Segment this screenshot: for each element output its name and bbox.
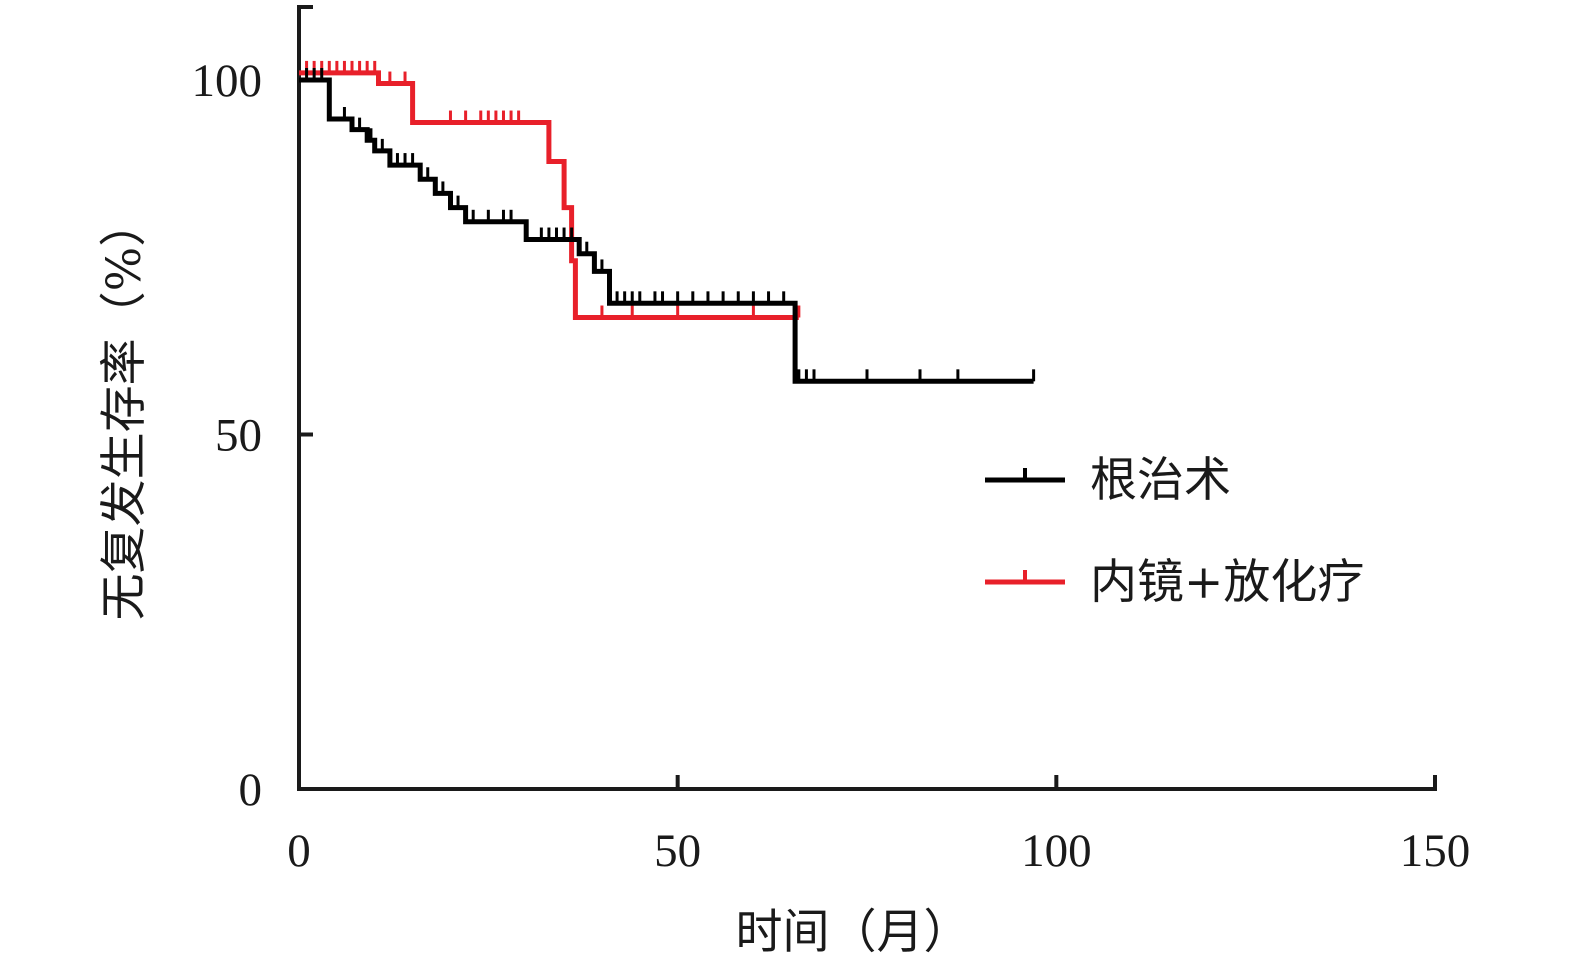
x-tick-label-0: 0	[287, 825, 311, 877]
x-tick-label-3: 150	[1400, 825, 1471, 877]
y-tick-label-2: 100	[192, 55, 263, 107]
x-tick-label-1: 50	[654, 825, 701, 877]
axes: 0 50 100 150 0 50 100	[192, 5, 1471, 877]
y-tick-label-0: 0	[239, 764, 263, 816]
series-line-0	[299, 77, 1034, 384]
legend: 根治术 内镜+放化疗	[985, 453, 1364, 610]
legend-label-1: 内镜+放化疗	[1090, 555, 1364, 610]
y-axis-title: 无复发生存率（%）	[97, 200, 152, 621]
y-tick-label-1: 50	[215, 410, 262, 462]
series-layer	[299, 60, 1036, 384]
legend-label-0: 根治术	[1090, 453, 1231, 508]
x-axis-title: 时间（月）	[736, 905, 971, 960]
series-line-1	[299, 70, 799, 320]
x-tick-label-2: 100	[1021, 825, 1092, 877]
